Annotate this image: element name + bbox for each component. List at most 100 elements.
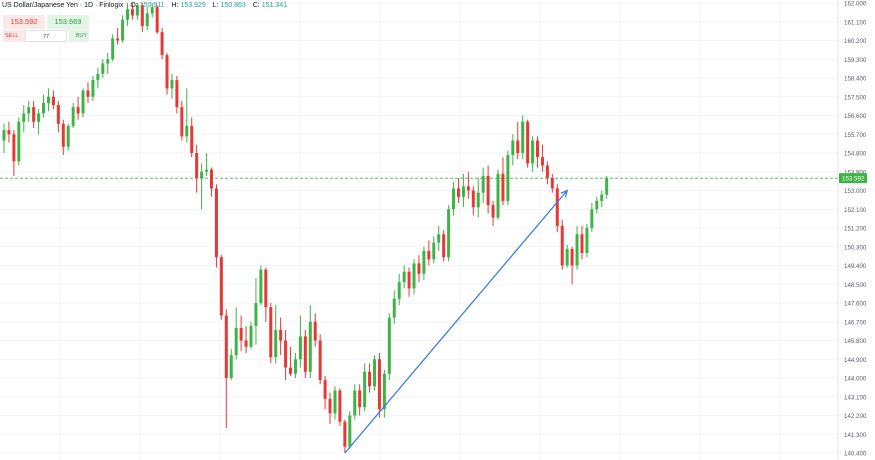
- candle-body: [536, 140, 540, 158]
- candle-body: [244, 340, 248, 347]
- candle-body: [377, 359, 381, 410]
- y-tick-label: 146.700: [844, 319, 867, 326]
- candle-body: [274, 330, 278, 358]
- grid: [0, 0, 838, 460]
- candle-body: [86, 90, 90, 97]
- candle-body: [308, 321, 312, 372]
- trade-panel: 153.592 153.669 SELL 77 BUY: [3, 15, 89, 43]
- candle-body: [96, 73, 100, 81]
- candle-body: [338, 390, 342, 422]
- candle-body: [600, 194, 604, 201]
- candle-body: [259, 269, 263, 303]
- low-label: L:: [212, 2, 219, 9]
- candle-body: [486, 175, 490, 206]
- candle-body: [121, 19, 125, 41]
- y-tick-label: 161.100: [844, 19, 867, 26]
- candle-body: [328, 398, 332, 414]
- y-tick-label: 160.200: [844, 38, 867, 45]
- price-axis[interactable]: 162.000 161.100 160.200 159.300 158.400 157.5…: [837, 0, 867, 460]
- candle-body: [373, 359, 376, 387]
- y-tick-label: 153.900: [844, 169, 867, 176]
- candle-body: [323, 380, 327, 399]
- sell-price-box[interactable]: 153.592: [3, 15, 45, 29]
- buy-button[interactable]: BUY: [69, 30, 89, 42]
- candle-body: [37, 113, 41, 122]
- trendline[interactable]: [344, 189, 569, 454]
- candle-body: [585, 228, 589, 253]
- candle-body: [565, 248, 569, 266]
- candle-body: [387, 317, 391, 374]
- candle-body: [195, 153, 199, 178]
- candle-body: [7, 130, 11, 135]
- candle-body: [382, 373, 386, 410]
- candle-body: [2, 130, 6, 141]
- candle-body: [126, 9, 129, 20]
- y-tick-label: 140.400: [844, 451, 867, 458]
- y-tick-label: 152.100: [844, 207, 867, 214]
- y-tick-label: 145.800: [844, 338, 867, 345]
- candle-body: [531, 140, 535, 164]
- candle-body: [145, 13, 149, 26]
- candle-body: [229, 355, 233, 378]
- candle-body: [402, 271, 406, 283]
- candle-body: [481, 175, 485, 193]
- candle-body: [180, 107, 184, 137]
- candle-body: [422, 250, 426, 274]
- trendline-arrowhead: [560, 189, 569, 198]
- candle-body: [550, 178, 554, 189]
- sell-button[interactable]: SELL: [3, 30, 25, 42]
- trade-controls: SELL 77 BUY: [3, 30, 89, 42]
- candle-body: [140, 5, 144, 26]
- candle-body: [279, 330, 283, 341]
- candle-body: [392, 298, 396, 318]
- candle-body: [56, 105, 60, 124]
- candle-body: [116, 38, 120, 41]
- candle-body: [27, 107, 31, 114]
- open-label: O:: [130, 2, 138, 9]
- y-tick-label: 144.900: [844, 357, 867, 364]
- candle-body: [135, 5, 139, 16]
- candle-body: [155, 7, 159, 33]
- candle-body: [363, 371, 367, 408]
- candle-body: [452, 188, 456, 210]
- candle-body: [471, 190, 475, 208]
- trendline-segment: [344, 190, 568, 454]
- candle-body: [61, 123, 65, 147]
- candle-body: [284, 340, 288, 368]
- close-value: 151.341: [261, 2, 287, 9]
- y-tick-label: 154.800: [844, 151, 867, 158]
- y-tick-label: 151.200: [844, 226, 867, 233]
- candle-body: [397, 282, 401, 299]
- candle-body: [17, 121, 21, 162]
- candle-body: [160, 32, 164, 56]
- candle-body: [417, 263, 421, 274]
- candle-body: [130, 9, 134, 16]
- quantity-input[interactable]: 77: [25, 30, 67, 42]
- candle-body: [200, 171, 204, 178]
- candles: [2, 3, 609, 453]
- candle-body: [506, 155, 510, 201]
- candle-body: [91, 80, 95, 97]
- candle-body: [580, 234, 584, 253]
- y-tick-label: 150.300: [844, 244, 867, 251]
- candle-body: [71, 107, 75, 126]
- candle-body: [348, 415, 352, 447]
- candle-body: [570, 248, 574, 266]
- candle-body: [491, 205, 495, 218]
- candle-body: [165, 55, 169, 89]
- y-tick-label: 141.300: [844, 432, 867, 439]
- candle-body: [249, 325, 253, 347]
- candle-body: [106, 59, 110, 64]
- candle-body: [555, 188, 559, 226]
- open-value: 150.911: [139, 2, 165, 9]
- candle-body: [51, 96, 55, 106]
- y-tick-label: 158.400: [844, 76, 867, 83]
- candle-body: [298, 336, 302, 360]
- y-tick-label: 142.200: [844, 413, 867, 420]
- candle-body: [575, 234, 579, 266]
- candle-body: [303, 336, 307, 372]
- candle-body: [150, 7, 154, 14]
- candle-body: [219, 257, 223, 316]
- buy-price-box[interactable]: 153.669: [47, 15, 89, 29]
